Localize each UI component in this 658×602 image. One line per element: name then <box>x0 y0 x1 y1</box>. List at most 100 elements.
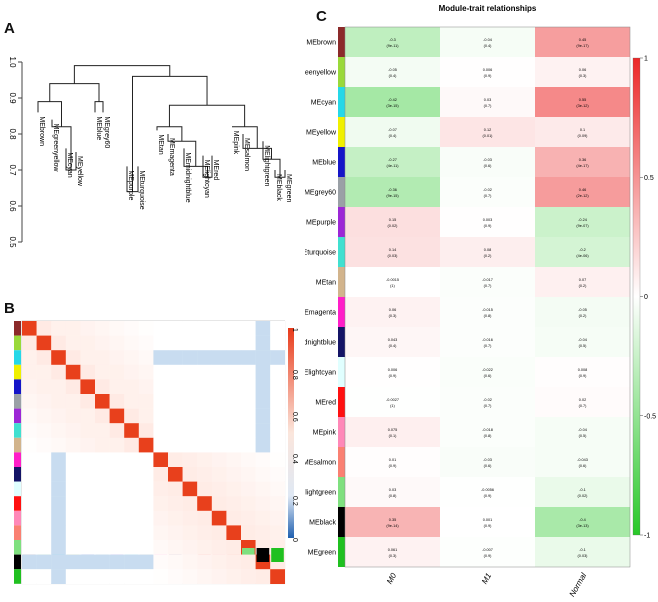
trait-row-color <box>338 117 345 147</box>
adjacency-colorbar-tick: 0.6 <box>291 412 298 422</box>
adjacency-cell <box>197 481 212 497</box>
trait-cell-correlation: -0.1 <box>579 488 586 492</box>
adjacency-cell <box>80 423 96 438</box>
adjacency-cell <box>109 525 125 541</box>
adjacency-cell <box>51 379 66 395</box>
trait-cell <box>440 447 535 477</box>
adjacency-cell <box>211 437 227 453</box>
trait-row-color <box>338 507 345 537</box>
adjacency-cell <box>22 540 37 555</box>
dendrogram-branch <box>232 126 258 149</box>
adjacency-cell <box>153 350 169 365</box>
adjacency-cell <box>182 510 198 526</box>
trait-cell-correlation: 0.008 <box>578 368 588 372</box>
trait-cell-pvalue: (0.2) <box>484 254 493 258</box>
trait-colorbar-tick: -1 <box>644 533 650 540</box>
dendrogram-leaf-label: MEcyan <box>66 152 73 177</box>
adjacency-cell <box>80 496 96 511</box>
adjacency-cell <box>197 335 212 351</box>
trait-cell <box>535 537 630 567</box>
dendrogram-leaf-label: MEsalmon <box>243 138 250 171</box>
trait-cell-correlation: -0.015 <box>482 308 493 312</box>
adjacency-cell <box>80 569 96 584</box>
dendrogram-axis-tick-label: 0.9 <box>8 92 17 104</box>
adjacency-cell <box>138 335 154 351</box>
trait-cell-pvalue: (0.4) <box>389 74 398 78</box>
dendrogram-leaf-label: MEgreen <box>285 174 292 203</box>
trait-row-color <box>338 387 345 417</box>
adjacency-row-color <box>14 481 21 497</box>
trait-cell-pvalue: (0.9) <box>484 224 493 228</box>
trait-cell-correlation: -0.27 <box>388 158 397 162</box>
adjacency-cell <box>51 437 66 453</box>
adjacency-cell <box>168 467 183 482</box>
trait-cell <box>440 387 535 417</box>
adjacency-cell <box>22 350 37 365</box>
adjacency-cell <box>22 496 37 511</box>
adjacency-cell <box>138 379 154 395</box>
adjacency-cell <box>241 510 256 526</box>
adjacency-cell <box>182 481 198 497</box>
adjacency-cell <box>226 496 242 511</box>
adjacency-cell <box>80 394 96 409</box>
trait-cell-correlation: -0.02 <box>483 188 492 192</box>
trait-cell-pvalue: (3e-13) <box>576 524 589 528</box>
trait-cell-pvalue: (1) <box>390 284 395 288</box>
adjacency-cell <box>80 540 96 555</box>
adjacency-cell <box>270 569 285 584</box>
adjacency-cell <box>241 379 256 395</box>
adjacency-cell <box>255 321 271 336</box>
dendrogram-leaf-label: MEgreenyellow <box>52 124 59 173</box>
adjacency-cell <box>95 408 110 424</box>
adjacency-cell <box>80 350 96 365</box>
trait-row-color <box>338 327 345 357</box>
adjacency-cell <box>22 554 37 570</box>
trait-cell-pvalue: (2e-12) <box>576 194 589 198</box>
trait-cell <box>535 87 630 117</box>
adjacency-cell <box>241 364 256 380</box>
trait-colorbar <box>632 57 641 536</box>
adjacency-cell <box>124 321 139 336</box>
dendrogram-leaf-label: MEgrey60 <box>103 116 110 148</box>
trait-cell <box>440 117 535 147</box>
adjacency-cell <box>270 335 285 351</box>
adjacency-cell <box>255 437 271 453</box>
dendrogram-leaf-label: MEtan <box>157 134 164 154</box>
adjacency-cell <box>124 540 139 555</box>
adjacency-cell <box>80 452 96 468</box>
adjacency-cell <box>211 540 227 555</box>
adjacency-cell <box>36 481 52 497</box>
trait-cell <box>535 297 630 327</box>
adjacency-cell <box>22 379 37 395</box>
trait-cell-correlation: 0.15 <box>389 218 396 222</box>
trait-cell-correlation: 0.55 <box>579 98 586 102</box>
adjacency-cell <box>95 481 110 497</box>
adjacency-cell <box>124 554 139 570</box>
trait-cell-correlation: -0.05 <box>578 308 587 312</box>
trait-cell <box>535 477 630 507</box>
trait-cell <box>440 147 535 177</box>
adjacency-cell <box>109 350 125 365</box>
adjacency-cell <box>241 467 256 482</box>
adjacency-cell <box>270 394 285 409</box>
adjacency-cell <box>95 510 110 526</box>
adjacency-cell <box>211 350 227 365</box>
adjacency-cell <box>124 423 139 438</box>
adjacency-row-color <box>14 335 21 351</box>
trait-cell-pvalue: (0.8) <box>484 434 493 438</box>
adjacency-cell <box>153 510 169 526</box>
adjacency-cell <box>226 510 242 526</box>
trait-column-label: M1 <box>480 572 493 586</box>
trait-cell <box>535 177 630 207</box>
trait-cell <box>345 327 440 357</box>
trait-cell-pvalue: (0.1) <box>389 434 398 438</box>
trait-cell-pvalue: (0.6) <box>579 464 588 468</box>
trait-cell-correlation: -0.0056 <box>481 488 494 492</box>
adjacency-cell <box>95 467 110 482</box>
adjacency-cell <box>36 394 52 409</box>
adjacency-cell <box>226 452 242 468</box>
trait-cell-pvalue: (9e-11) <box>387 44 400 48</box>
trait-cell-pvalue: (0.9) <box>579 374 588 378</box>
adjacency-cell <box>153 437 169 453</box>
adjacency-cell <box>22 423 37 438</box>
